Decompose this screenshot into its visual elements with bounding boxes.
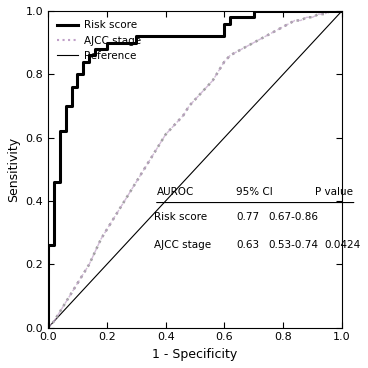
- Text: 0.67-0.86: 0.67-0.86: [269, 212, 318, 222]
- Y-axis label: Sensitivity: Sensitivity: [7, 137, 20, 202]
- Text: P value: P value: [315, 187, 354, 197]
- Text: Risk score: Risk score: [154, 212, 207, 222]
- X-axis label: 1 - Specificity: 1 - Specificity: [152, 348, 238, 361]
- Text: 0.63: 0.63: [236, 240, 259, 251]
- Legend: Risk score, AJCC stage, Reference: Risk score, AJCC stage, Reference: [53, 16, 145, 65]
- Text: 0.77: 0.77: [236, 212, 259, 222]
- Text: 0.0424: 0.0424: [324, 240, 361, 251]
- Text: 95% CI: 95% CI: [236, 187, 273, 197]
- Text: 0.53-0.74: 0.53-0.74: [269, 240, 318, 251]
- Text: AUROC: AUROC: [157, 187, 194, 197]
- Text: AJCC stage: AJCC stage: [154, 240, 211, 251]
